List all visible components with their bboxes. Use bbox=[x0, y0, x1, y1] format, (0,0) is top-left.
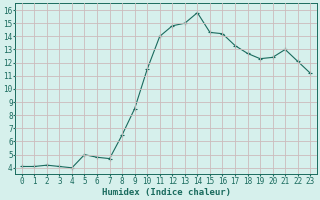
X-axis label: Humidex (Indice chaleur): Humidex (Indice chaleur) bbox=[101, 188, 230, 197]
